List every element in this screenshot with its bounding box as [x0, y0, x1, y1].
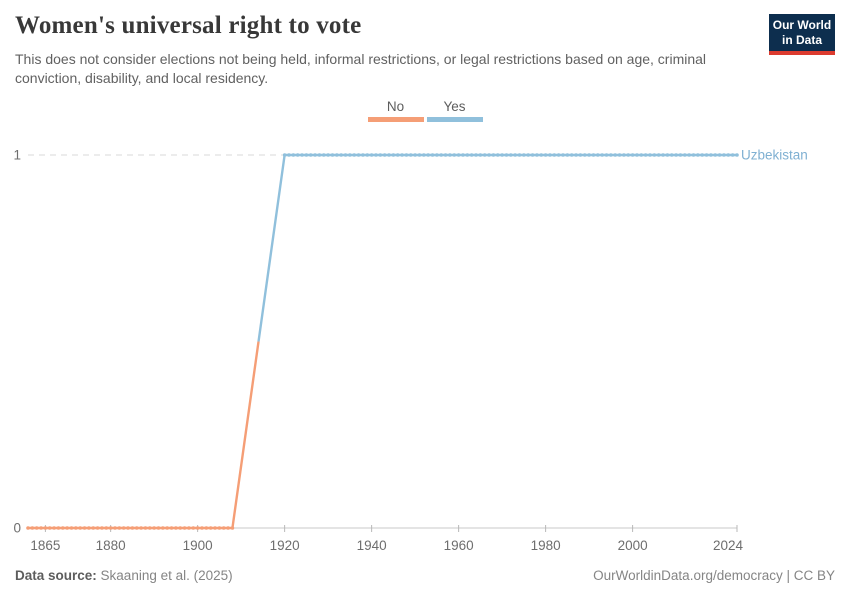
svg-text:1900: 1900 [183, 538, 213, 553]
data-source-label: Data source: [15, 568, 97, 583]
chart-footer: Data source: Skaaning et al. (2025) OurW… [15, 568, 835, 583]
svg-text:1: 1 [13, 148, 21, 163]
svg-text:1920: 1920 [270, 538, 300, 553]
svg-text:2000: 2000 [618, 538, 648, 553]
legend-label-no: No [386, 99, 405, 114]
chart-subtitle: This does not consider elections not bei… [15, 51, 707, 86]
license-link[interactable]: OurWorldinData.org/democracy | CC BY [593, 568, 835, 583]
legend-swatch-no [367, 117, 424, 122]
svg-text:1960: 1960 [444, 538, 474, 553]
chart-header: Women's universal right to vote This doe… [15, 12, 835, 87]
legend-label-yes: Yes [443, 99, 466, 114]
line-chart[interactable]: 1 0 1865 1880 1900 1920 1940 1960 1980 2000 2024 Uz… [0, 130, 850, 570]
svg-text:1865: 1865 [30, 538, 60, 553]
page-title: Women's universal right to vote [15, 12, 362, 39]
entity-label: Uzbekistan [741, 148, 808, 163]
svg-text:1940: 1940 [357, 538, 387, 553]
legend-item-yes[interactable]: Yes [426, 99, 483, 122]
legend-swatch-yes [426, 117, 483, 122]
legend-item-no[interactable]: No [367, 99, 424, 122]
chart-legend: No Yes [0, 99, 850, 122]
svg-text:1980: 1980 [531, 538, 561, 553]
data-source: Data source: Skaaning et al. (2025) [15, 568, 233, 583]
line-chart-svg[interactable]: 1 0 1865 1880 1900 1920 1940 1960 1980 2000 2024 Uz… [0, 130, 850, 570]
owid-logo-line1: Our World [772, 18, 832, 33]
svg-text:0: 0 [13, 521, 21, 536]
svg-text:1880: 1880 [96, 538, 126, 553]
owid-logo-line2: in Data [781, 32, 822, 47]
svg-text:2024: 2024 [713, 538, 744, 553]
data-source-value: Skaaning et al. (2025) [100, 568, 233, 583]
owid-logo[interactable]: Our World in Data [769, 14, 835, 55]
